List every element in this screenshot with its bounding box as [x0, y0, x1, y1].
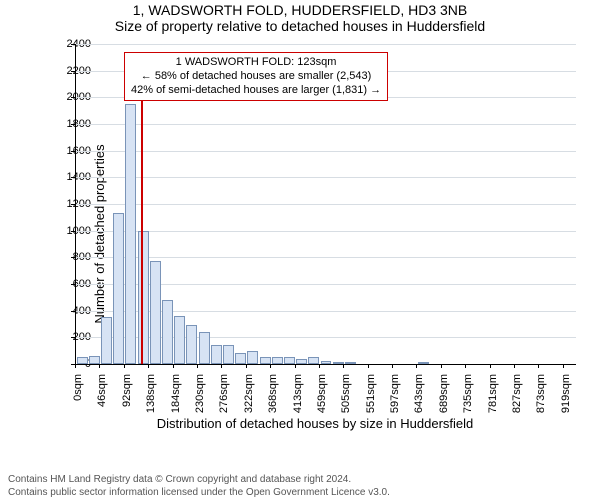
- x-tick-mark: [416, 364, 417, 368]
- gridline: [76, 177, 576, 178]
- bar: [150, 261, 161, 364]
- bar: [284, 357, 295, 364]
- bar: [345, 362, 356, 364]
- marker-line: [141, 76, 143, 364]
- footer-attribution: Contains HM Land Registry data © Crown c…: [8, 474, 390, 499]
- x-tick-mark: [368, 364, 369, 368]
- x-axis-label: Distribution of detached houses by size …: [55, 416, 575, 431]
- bar: [247, 351, 258, 364]
- x-tick-mark: [124, 364, 125, 368]
- x-tick-mark: [514, 364, 515, 368]
- footer-line1: Contains HM Land Registry data © Crown c…: [8, 474, 390, 487]
- bar: [125, 104, 136, 364]
- gridline: [76, 231, 576, 232]
- bar: [199, 332, 210, 364]
- x-tick-mark: [441, 364, 442, 368]
- bar: [113, 213, 124, 364]
- annotation-box: 1 WADSWORTH FOLD: 123sqm← 58% of detache…: [124, 52, 388, 101]
- gridline: [76, 257, 576, 258]
- bar: [235, 353, 246, 364]
- annotation-line: 1 WADSWORTH FOLD: 123sqm: [131, 56, 381, 70]
- bar: [272, 357, 283, 364]
- bar: [101, 317, 112, 364]
- bar: [296, 359, 307, 364]
- gridline: [76, 124, 576, 125]
- bar: [186, 325, 197, 364]
- gridline: [76, 204, 576, 205]
- gridline: [76, 151, 576, 152]
- x-tick-mark: [538, 364, 539, 368]
- bar: [89, 356, 100, 364]
- bar: [260, 357, 271, 364]
- bar: [333, 362, 344, 364]
- bar: [223, 345, 234, 364]
- bar: [308, 357, 319, 364]
- x-tick-mark: [490, 364, 491, 368]
- x-tick-mark: [173, 364, 174, 368]
- x-tick-mark: [99, 364, 100, 368]
- x-tick-mark: [75, 364, 76, 368]
- gridline: [76, 44, 576, 45]
- x-tick-mark: [295, 364, 296, 368]
- x-tick-mark: [270, 364, 271, 368]
- page-title-line2: Size of property relative to detached ho…: [0, 18, 600, 34]
- bar: [321, 361, 332, 364]
- x-tick-mark: [392, 364, 393, 368]
- bar: [418, 362, 429, 364]
- x-tick-mark: [319, 364, 320, 368]
- x-tick-mark: [148, 364, 149, 368]
- plot-area: 1 WADSWORTH FOLD: 123sqm← 58% of detache…: [75, 44, 576, 365]
- annotation-line: ← 58% of detached houses are smaller (2,…: [131, 70, 381, 84]
- x-tick-mark: [343, 364, 344, 368]
- annotation-line: 42% of semi-detached houses are larger (…: [131, 84, 381, 98]
- bar: [162, 300, 173, 364]
- x-tick-mark: [197, 364, 198, 368]
- chart-container: Number of detached properties 0200400600…: [55, 44, 575, 424]
- page-title-line1: 1, WADSWORTH FOLD, HUDDERSFIELD, HD3 3NB: [0, 2, 600, 18]
- x-tick-mark: [246, 364, 247, 368]
- footer-line2: Contains public sector information licen…: [8, 487, 390, 500]
- x-tick-mark: [563, 364, 564, 368]
- bar: [174, 316, 185, 364]
- bar: [77, 357, 88, 364]
- bar: [211, 345, 222, 364]
- x-tick-mark: [465, 364, 466, 368]
- x-tick-mark: [221, 364, 222, 368]
